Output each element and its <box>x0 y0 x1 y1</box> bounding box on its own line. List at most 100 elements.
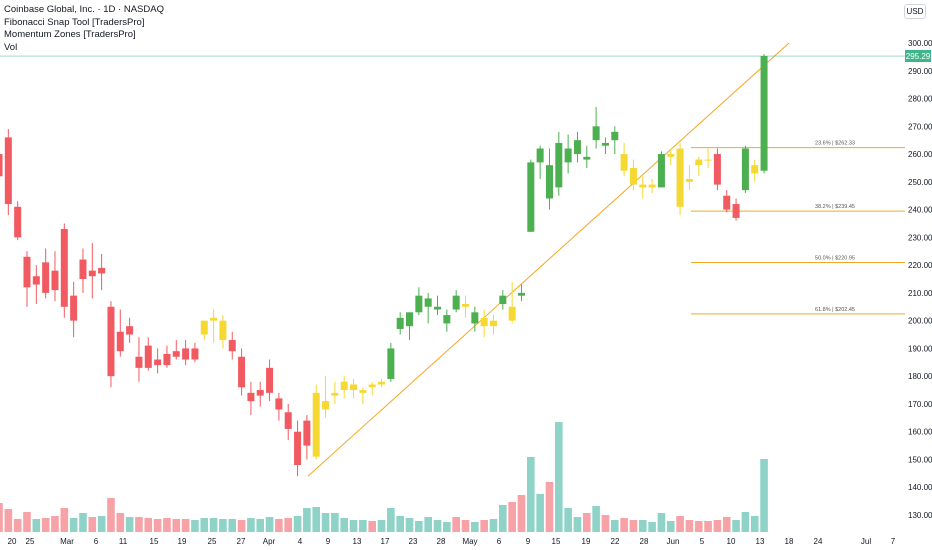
candle <box>555 131 563 196</box>
volume-bar <box>107 498 115 532</box>
volume-bar <box>293 516 302 532</box>
volume-bar <box>694 521 703 532</box>
volume-bar <box>471 522 479 532</box>
candle <box>172 340 180 360</box>
candle <box>4 129 12 216</box>
candle <box>228 331 236 360</box>
volume-bar <box>480 520 488 532</box>
volume-bar <box>228 519 237 532</box>
candle-body <box>751 165 759 174</box>
candle-body <box>284 412 292 429</box>
candle-body <box>51 270 59 291</box>
candle-body <box>704 159 712 161</box>
volume-bar <box>517 495 526 532</box>
volume-bar <box>275 519 283 532</box>
candle <box>499 290 507 310</box>
candle-body <box>191 348 199 360</box>
candle <box>489 315 497 335</box>
volume-bar <box>125 517 134 532</box>
candle-body <box>275 398 283 410</box>
candle <box>611 126 619 155</box>
volume-bar <box>657 513 666 532</box>
price-axis[interactable]: 300.00 290.00 280.00 270.00 260.00 250.00 240.… <box>905 0 932 532</box>
volume-bar <box>387 508 395 532</box>
candle <box>14 201 22 241</box>
candle <box>107 301 115 388</box>
candle-body <box>471 312 479 324</box>
price-tick-label: 220.00 <box>908 261 932 270</box>
candle-body <box>126 326 134 335</box>
candle <box>713 148 721 191</box>
candle-body <box>489 320 497 327</box>
chart-legend: Coinbase Global, Inc. · 1D · NASDAQ Fibo… <box>4 4 164 54</box>
candle-body <box>676 148 684 207</box>
time-axis[interactable]: 20 25 Mar 6 11 15 19 25 27 Apr 4 9 13 17 23 28 May 6 9 15 19… <box>0 532 905 550</box>
candle <box>312 384 320 460</box>
time-tick-label: 5 <box>700 537 705 546</box>
candle <box>508 281 516 324</box>
candle-body <box>695 159 703 166</box>
volume-bar <box>704 521 712 532</box>
volume-bar <box>219 519 227 532</box>
candle <box>154 348 162 374</box>
indicator-momentum-zones[interactable]: Momentum Zones [TradersPro] <box>4 29 136 40</box>
volume-bar <box>200 518 209 532</box>
candle <box>601 137 609 155</box>
candle-body <box>79 259 87 279</box>
currency-button[interactable]: USD <box>904 4 926 19</box>
candle-body <box>592 126 600 141</box>
candle <box>60 223 68 318</box>
volume-bar <box>340 518 349 532</box>
volume-bar <box>452 517 460 532</box>
candle <box>266 359 274 402</box>
candle-body <box>499 295 507 304</box>
price-tick-label: 250.00 <box>908 178 932 187</box>
candle-body <box>312 392 320 457</box>
time-tick-label: 7 <box>891 537 896 546</box>
candle-body <box>527 162 535 232</box>
volume-bar <box>527 457 535 532</box>
indicator-vol[interactable]: Vol <box>4 41 18 53</box>
volume-bar <box>760 459 768 532</box>
price-chart[interactable]: 23.6% | $262.33 38.2% | $239.45 50.0% | $2… <box>0 0 905 550</box>
time-tick-label: 23 <box>409 537 418 546</box>
candle <box>98 254 106 291</box>
candle <box>135 337 143 382</box>
indicator-fib-snap[interactable]: Fibonacci Snap Tool [TradersPro] <box>4 16 145 28</box>
volume-bar <box>209 518 218 532</box>
volume-bar <box>172 519 181 532</box>
volume-bar <box>144 518 153 532</box>
volume-bar <box>181 519 190 532</box>
candle-body <box>723 195 731 210</box>
candle <box>741 145 749 193</box>
volume-bar <box>722 517 731 532</box>
price-tick-label: 200.00 <box>908 317 932 326</box>
candle <box>443 309 451 332</box>
candle <box>424 292 432 324</box>
symbol-title[interactable]: Coinbase Global, Inc. · 1D · NASDAQ <box>4 4 164 15</box>
volume-bar <box>676 516 684 532</box>
volume-bar <box>23 512 31 532</box>
candle-body <box>732 204 740 218</box>
candle <box>0 154 3 177</box>
candle-body <box>219 320 227 341</box>
candle <box>284 403 292 441</box>
fib-level-label: 23.6% | $262.33 <box>815 141 855 147</box>
volume-bar <box>135 517 143 532</box>
candle <box>527 159 535 232</box>
candle-body <box>536 148 544 163</box>
candle-body <box>303 420 311 446</box>
price-tick-label: 180.00 <box>908 372 932 381</box>
candle-body <box>434 306 442 310</box>
candle-body <box>0 154 3 177</box>
candle <box>350 378 358 399</box>
candle <box>200 320 208 341</box>
candle <box>704 148 712 168</box>
candle-body <box>200 320 208 335</box>
candle-body <box>760 56 768 171</box>
time-tick-label: Jun <box>667 537 680 546</box>
time-tick-label: 17 <box>381 537 390 546</box>
candle <box>70 281 78 338</box>
candle-body <box>135 356 143 368</box>
candle-body <box>583 156 591 160</box>
